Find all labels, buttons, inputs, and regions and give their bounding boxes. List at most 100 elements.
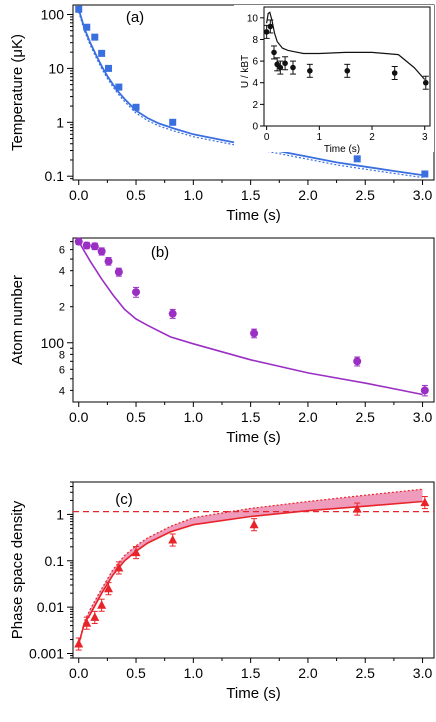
y-tick-label: 0.1 [45, 168, 65, 184]
data-point [421, 170, 429, 178]
x-axis-label: Time (s) [226, 429, 280, 446]
x-tick-label: 0.5 [126, 187, 146, 203]
inset-y-tick-label: 6 [252, 57, 258, 68]
y-tick-label: 1 [56, 114, 64, 130]
data-point [97, 600, 107, 609]
x-tick-label: 2.0 [298, 187, 318, 203]
inset-x-tick-label: 3 [422, 132, 428, 143]
x-tick-label: 0.0 [69, 187, 89, 203]
inset-y-tick-label: 10 [247, 13, 259, 24]
data-point [105, 64, 113, 72]
data-point [74, 237, 83, 246]
y-minor-label: 8 [59, 349, 65, 361]
panel-b-series [74, 237, 429, 397]
x-tick-label: 3.0 [413, 187, 433, 203]
data-point [168, 309, 177, 318]
x-tick-label: 1.0 [184, 665, 204, 681]
x-tick-label: 2.0 [298, 665, 318, 681]
data-point [168, 535, 178, 544]
x-tick-label: 1.5 [241, 665, 261, 681]
panel-a-series [75, 5, 429, 179]
data-point [98, 49, 106, 57]
inset-y-tick-label: 4 [252, 78, 258, 89]
inset-x-tick-label: 2 [369, 132, 375, 143]
data-point [104, 257, 113, 266]
y-minor-label: 2 [59, 302, 65, 314]
model-band [78, 489, 423, 644]
inset-data-point [422, 79, 429, 86]
x-tick-label: 1.5 [241, 409, 261, 425]
y-axis-label: Temperature (μK) [9, 34, 26, 151]
x-axis-label: Time (s) [226, 685, 280, 702]
x-tick-label: 3.0 [413, 409, 433, 425]
inset-data-point [282, 60, 288, 67]
data-point [90, 612, 100, 621]
data-point [353, 155, 361, 163]
data-point [115, 83, 123, 91]
x-tick-label: 2.0 [298, 409, 318, 425]
data-point [104, 583, 114, 593]
inset-y-tick-label: 2 [252, 100, 258, 111]
inset-frame [263, 6, 431, 127]
y-minor-label: 4 [59, 385, 65, 397]
y-tick-label: 1 [56, 506, 64, 522]
data-point [420, 497, 430, 507]
panel-label: (a) [126, 9, 144, 26]
inset-data-point [263, 29, 270, 35]
x-tick-label: 2.5 [356, 665, 376, 681]
data-point [132, 288, 141, 297]
x-tick-label: 2.5 [356, 409, 376, 425]
data-point [420, 386, 429, 395]
inset-y-axis-label: U / kBT [240, 55, 251, 88]
data-point [83, 23, 91, 31]
x-tick-label: 0.0 [69, 665, 89, 681]
panel-b-frame [72, 237, 435, 403]
data-point [114, 562, 124, 572]
x-tick-label: 1.0 [184, 187, 204, 203]
data-point [74, 639, 84, 648]
data-point [75, 5, 83, 13]
inset-series [263, 11, 429, 90]
panel-label: (c) [115, 491, 133, 508]
y-tick-label: 100 [41, 6, 65, 22]
inset-data-point [391, 70, 398, 76]
data-point [352, 504, 362, 513]
panel-c-series [73, 488, 434, 651]
x-tick-label: 3.0 [413, 665, 433, 681]
model-curve [78, 241, 423, 396]
data-point [90, 242, 99, 251]
panel-label: (b) [151, 244, 169, 261]
x-tick-label: 0.5 [126, 409, 146, 425]
inset-x-tick-label: 0 [264, 132, 270, 143]
y-tick-label: 100 [41, 335, 65, 351]
inset-x-axis-label: Time (s) [324, 144, 360, 155]
x-tick-label: 1.0 [184, 409, 204, 425]
data-point [82, 618, 92, 627]
data-point [353, 357, 362, 366]
y-tick-label: 0.001 [29, 646, 64, 662]
inset-data-point [267, 23, 274, 30]
data-point [114, 267, 123, 276]
model-band-upper [78, 488, 423, 645]
data-point [132, 103, 140, 111]
inset-y-tick-label: 8 [252, 35, 258, 46]
y-minor-label: 4 [59, 266, 65, 278]
x-tick-label: 0.5 [126, 665, 146, 681]
x-tick-label: 1.5 [241, 187, 261, 203]
data-point [97, 247, 106, 256]
x-tick-label: 2.5 [356, 187, 376, 203]
inset-data-point [277, 64, 284, 71]
y-tick-label: 10 [48, 60, 64, 76]
model-curve [77, 500, 423, 645]
y-tick-label: 0.01 [37, 599, 64, 615]
y-minor-label: 6 [59, 245, 65, 257]
y-minor-label: 6 [59, 364, 65, 376]
y-tick-label: 0.1 [45, 553, 65, 569]
panel-c-frame [72, 481, 435, 659]
inset-y-tick-label: 0 [252, 122, 258, 133]
data-point [131, 547, 141, 557]
data-point [250, 329, 259, 338]
inset-model-curve [266, 11, 426, 80]
inset-x-tick-label: 1 [317, 132, 323, 143]
